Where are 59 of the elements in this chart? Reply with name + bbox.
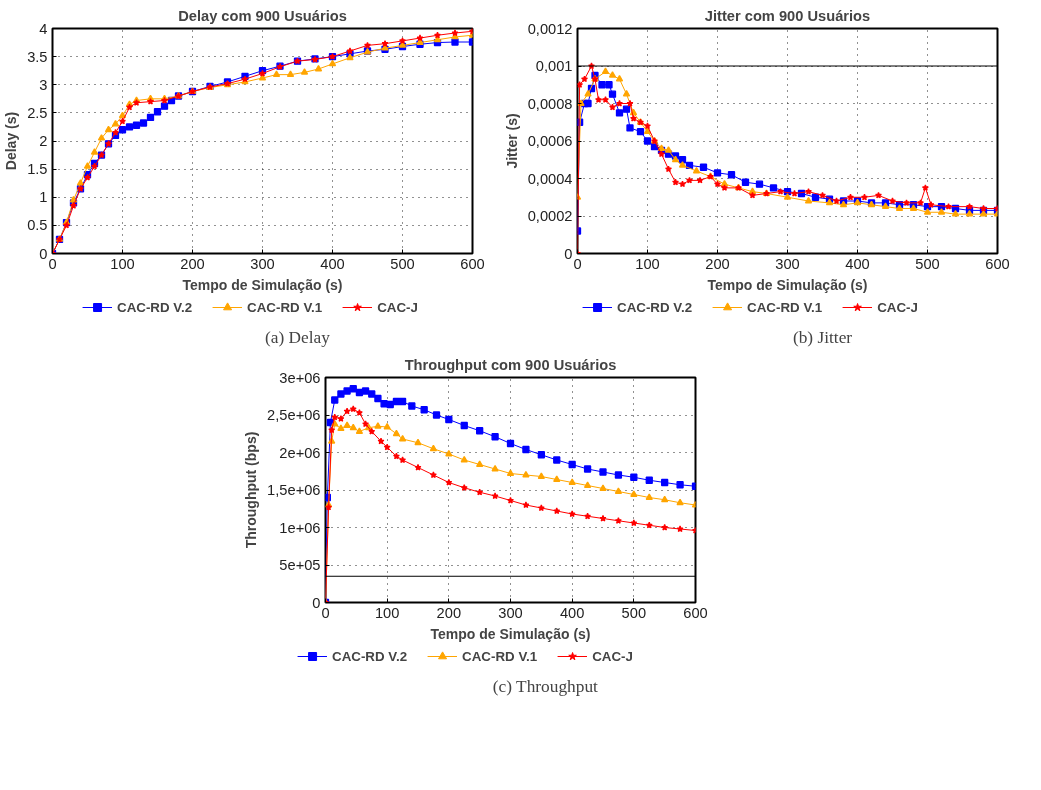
y-tick-label: 1.5 [27, 161, 48, 178]
x-tick-label: 400 [559, 604, 585, 621]
legend-label: CAC-RD V.1 [462, 648, 538, 664]
x-tick-label: 600 [985, 255, 1010, 272]
chart-title: Throughput com 900 Usuários [404, 356, 617, 373]
y-tick-label: 0,0006 [527, 133, 573, 149]
text: (b) Jitter [792, 328, 853, 347]
x-tick-label: 100 [635, 255, 660, 272]
x-tick-label: 400 [320, 255, 345, 272]
y-axis-title: Delay (s) [3, 111, 20, 171]
x-tick-label: 300 [775, 255, 800, 272]
y-tick-label: 1 [39, 189, 48, 206]
x-tick-label: 500 [621, 604, 647, 621]
x-tick-label: 300 [498, 604, 523, 621]
y-tick-label: 5e+05 [279, 557, 321, 573]
y-tick-label: 3e+06 [279, 369, 321, 386]
y-tick-label: 2 [39, 133, 48, 149]
chart-title: Jitter com 900 Usuários [704, 7, 871, 24]
x-axis-title: Tempo de Simulação (s) [182, 276, 343, 293]
y-tick-label: 0.5 [27, 217, 48, 234]
text: (a) Delay [265, 328, 331, 347]
legend-label: CAC-RD V.2 [117, 299, 193, 315]
x-tick-label: 200 [705, 255, 730, 272]
x-tick-label: 500 [915, 255, 940, 272]
y-tick-label: 0,0002 [527, 208, 573, 224]
x-tick-label: 400 [845, 255, 870, 272]
y-tick-label: 0,0004 [527, 170, 573, 187]
legend-label: CAC-RD V.2 [617, 299, 693, 315]
y-tick-label: 0,0012 [527, 20, 573, 37]
x-tick-label: 300 [250, 255, 275, 272]
x-tick-label: 500 [390, 255, 415, 272]
y-tick-label: 2e+06 [279, 444, 321, 461]
legend-label: CAC-J [377, 299, 418, 315]
x-tick-label: 200 [436, 604, 462, 621]
chart-title: Delay com 900 Usuários [178, 7, 347, 24]
y-tick-label: 2.5 [27, 104, 48, 121]
x-axis-title: Tempo de Simulação (s) [430, 625, 591, 642]
y-tick-label: 0,001 [535, 58, 573, 74]
legend-label: CAC-J [877, 299, 918, 315]
y-tick-label: 3 [39, 76, 48, 93]
x-axis-title: Tempo de Simulação (s) [707, 276, 868, 293]
y-tick-label: 1,5e+06 [267, 482, 321, 498]
x-tick-label: 600 [683, 604, 708, 621]
x-tick-label: 100 [110, 255, 135, 272]
y-tick-label: 2,5e+06 [267, 407, 321, 423]
y-tick-label: 1e+06 [279, 519, 321, 536]
y-axis-title: Jitter (s) [503, 113, 520, 169]
y-tick-label: 3.5 [27, 48, 48, 65]
x-tick-label: 200 [180, 255, 205, 272]
legend-label: CAC-J [592, 648, 633, 664]
text: (c) Throughput [492, 677, 599, 696]
y-axis-title: Throughput (bps) [243, 431, 260, 549]
x-tick-label: 600 [460, 255, 485, 272]
x-tick-label: 100 [374, 604, 400, 621]
y-tick-label: 0,0008 [527, 95, 573, 112]
y-tick-label: 4 [39, 20, 48, 37]
legend-label: CAC-RD V.2 [332, 648, 408, 664]
legend-label: CAC-RD V.1 [247, 299, 323, 315]
legend-label: CAC-RD V.1 [747, 299, 823, 315]
